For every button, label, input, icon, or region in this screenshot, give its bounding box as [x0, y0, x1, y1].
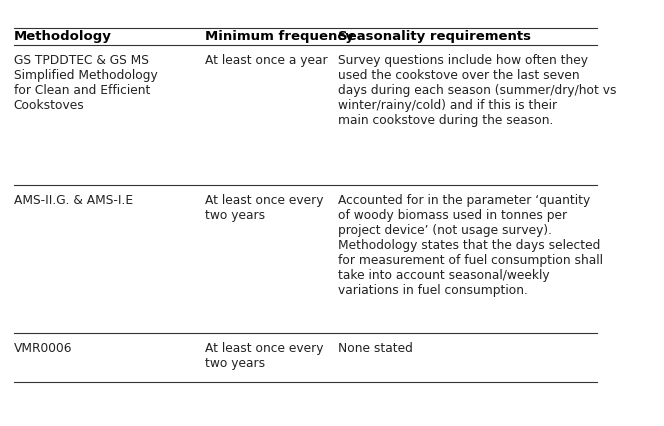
Text: Minimum frequency: Minimum frequency — [205, 29, 354, 43]
Text: VMR0006: VMR0006 — [14, 341, 72, 354]
Text: Methodology: Methodology — [14, 29, 112, 43]
Text: None stated: None stated — [337, 341, 412, 354]
Text: At least once every
two years: At least once every two years — [205, 341, 323, 369]
Text: AMS-II.G. & AMS-I.E: AMS-II.G. & AMS-I.E — [14, 193, 133, 206]
Text: At least once every
two years: At least once every two years — [205, 193, 323, 221]
Text: Survey questions include how often they
used the cookstove over the last seven
d: Survey questions include how often they … — [337, 53, 616, 126]
Text: GS TPDDTEC & GS MS
Simplified Methodology
for Clean and Efficient
Cookstoves: GS TPDDTEC & GS MS Simplified Methodolog… — [14, 53, 157, 111]
Text: Seasonality requirements: Seasonality requirements — [337, 29, 531, 43]
Text: Accounted for in the parameter ‘quantity
of woody biomass used in tonnes per
pro: Accounted for in the parameter ‘quantity… — [337, 193, 603, 296]
Text: At least once a year: At least once a year — [205, 53, 327, 66]
